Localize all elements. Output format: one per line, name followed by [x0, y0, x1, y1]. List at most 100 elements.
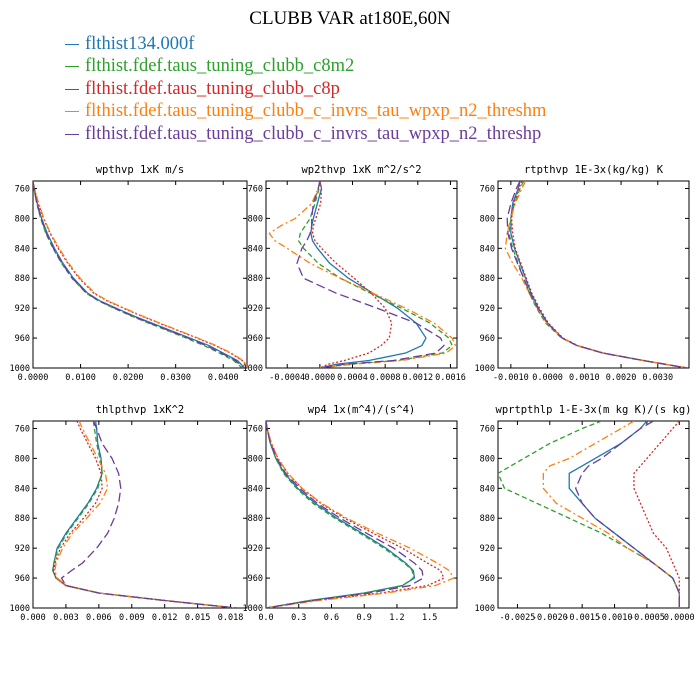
plot-frame [32, 180, 248, 369]
x-tick-label: 0.015 [185, 613, 211, 623]
y-tick-label: 760 [15, 424, 30, 434]
y-tick-label: 960 [480, 334, 495, 344]
y-tick-label: 760 [480, 184, 495, 194]
x-tick-label: 0.0020 [606, 373, 637, 383]
y-tick-label: 1000 [243, 364, 263, 374]
x-tick-label: 0.0012 [402, 373, 433, 383]
series-line [508, 181, 688, 368]
legend-label: flthist.fdef.taus_tuning_clubb_c8m2 [85, 56, 355, 77]
y-tick-label: 960 [248, 574, 263, 584]
y-tick-label: 960 [15, 334, 30, 344]
x-tick-label: 0.6 [324, 613, 339, 623]
series-line [60, 421, 237, 608]
y-tick-label: 760 [248, 184, 263, 194]
legend-swatch [65, 88, 79, 90]
x-tick-label: 0.0300 [160, 373, 191, 383]
legend-swatch [65, 43, 79, 45]
legend-item: flthist134.000f [65, 33, 546, 56]
y-tick-label: 880 [15, 274, 30, 284]
x-tick-label: 0.0100 [65, 373, 96, 383]
x-tick-label: 0.009 [119, 613, 145, 623]
chart-panel: wp2thvp 1xK m^2/s^2 760 800 840 880 920 960 100… [243, 164, 466, 383]
x-tick-label: 0.0010 [569, 373, 600, 383]
series-line [52, 421, 237, 608]
y-tick-label: 1000 [475, 604, 495, 614]
panel-title: wprtpthlp 1-E-3x(m kg K)/(s kg) [496, 404, 692, 416]
legend-item: flthist.fdef.taus_tuning_clubb_c8m2 [65, 56, 546, 79]
x-tick-label: -0.0015 [564, 613, 600, 623]
x-tick-label: -0.0025 [500, 613, 536, 623]
series-line [266, 421, 414, 608]
plot-frame [265, 420, 458, 609]
y-tick-label: 960 [480, 574, 495, 584]
x-tick-label: 0.0000 [532, 373, 563, 383]
legend-item: flthist.fdef.taus_tuning_clubb_c_invrs_t… [65, 123, 546, 146]
y-tick-label: 920 [480, 544, 495, 554]
series-line [33, 181, 247, 368]
x-tick-label: -0.0010 [493, 373, 529, 383]
y-tick-label: 800 [15, 454, 30, 464]
legend: flthist134.000f flthist.fdef.taus_tuning… [65, 33, 546, 146]
series-line [498, 421, 680, 608]
y-tick-label: 800 [480, 214, 495, 224]
series-line [297, 181, 453, 368]
x-tick-label: 0.0 [258, 613, 273, 623]
chart-panel: wprtpthlp 1-E-3x(m kg K)/(s kg)760 800 840… [475, 404, 695, 623]
legend-label: flthist.fdef.taus_tuning_clubb_c8p [85, 78, 340, 99]
legend-swatch [65, 111, 79, 113]
plot-frame [32, 420, 248, 609]
x-tick-label: 0.9 [357, 613, 372, 623]
y-tick-label: 760 [15, 184, 30, 194]
series-line [266, 421, 445, 608]
series-line [54, 421, 237, 608]
y-tick-label: 920 [248, 304, 263, 314]
legend-swatch [65, 66, 79, 68]
series-line [33, 181, 246, 368]
y-tick-label: 840 [248, 244, 263, 254]
y-tick-label: 880 [15, 514, 30, 524]
y-tick-label: 800 [248, 454, 263, 464]
x-tick-label: 0.006 [86, 613, 112, 623]
panel-title: rtpthvp 1E-3x(kg/kg) K [524, 164, 664, 176]
series-line [33, 181, 247, 368]
page-title: CLUBB VAR at180E,60N [249, 8, 451, 29]
panel-title: wpthvp 1xK m/s [96, 164, 185, 176]
series-line [310, 181, 427, 368]
legend-item: flthist.fdef.taus_tuning_clubb_c8p [65, 78, 546, 101]
x-tick-label: 0.0200 [113, 373, 144, 383]
y-tick-label: 840 [480, 484, 495, 494]
x-tick-label: 0.0000 [18, 373, 49, 383]
series-line [506, 181, 688, 368]
x-tick-label: 0.3 [291, 613, 306, 623]
y-tick-label: 920 [480, 304, 495, 314]
x-tick-label: -0.0020 [532, 613, 568, 623]
panel-title: thlpthvp 1xK^2 [96, 404, 185, 416]
x-tick-label: -0.0010 [597, 613, 633, 623]
y-tick-label: 760 [480, 424, 495, 434]
legend-swatch [65, 133, 79, 135]
y-tick-label: 960 [15, 574, 30, 584]
y-tick-label: 880 [248, 274, 263, 284]
y-tick-label: 920 [15, 544, 30, 554]
x-tick-label: 0.0030 [642, 373, 673, 383]
x-tick-label: 0.0000 [664, 613, 695, 623]
y-tick-label: 920 [15, 304, 30, 314]
y-tick-label: 1000 [475, 364, 495, 374]
legend-label: flthist.fdef.taus_tuning_clubb_c_invrs_t… [85, 101, 547, 122]
y-tick-label: 1000 [10, 364, 30, 374]
x-tick-label: 0.0016 [435, 373, 466, 383]
series-line [311, 181, 393, 368]
y-tick-label: 880 [480, 514, 495, 524]
y-tick-label: 960 [248, 334, 263, 344]
chart-panel: thlpthvp 1xK^276080084088092096010000.00… [10, 404, 248, 623]
y-tick-label: 800 [480, 454, 495, 464]
series-line [510, 181, 688, 368]
x-tick-label: 0.0004 [337, 373, 368, 383]
x-tick-label: 1.2 [389, 613, 404, 623]
y-tick-label: 840 [480, 244, 495, 254]
x-tick-label: 1.5 [422, 613, 437, 623]
series-line [33, 181, 243, 368]
x-tick-label: -0.0005 [629, 613, 665, 623]
